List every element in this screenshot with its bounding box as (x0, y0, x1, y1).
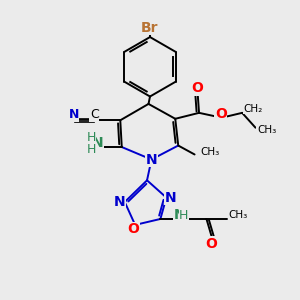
Text: N: N (114, 195, 126, 209)
Text: H: H (179, 209, 189, 222)
Text: Br: Br (141, 20, 159, 34)
Text: N: N (68, 108, 79, 122)
Text: H: H (86, 143, 96, 156)
Text: O: O (215, 107, 227, 121)
Text: N: N (173, 208, 185, 222)
Text: O: O (128, 222, 140, 236)
Text: C: C (90, 108, 99, 122)
Text: O: O (205, 237, 217, 250)
Text: N: N (92, 136, 104, 150)
Text: N: N (146, 152, 157, 167)
Text: N: N (165, 190, 176, 205)
Text: O: O (192, 82, 203, 95)
Text: CH₃: CH₃ (257, 125, 276, 135)
Text: CH₃: CH₃ (200, 147, 220, 157)
Text: H: H (86, 131, 96, 144)
Text: CH₃: CH₃ (228, 210, 248, 220)
Text: CH₂: CH₂ (243, 104, 262, 114)
